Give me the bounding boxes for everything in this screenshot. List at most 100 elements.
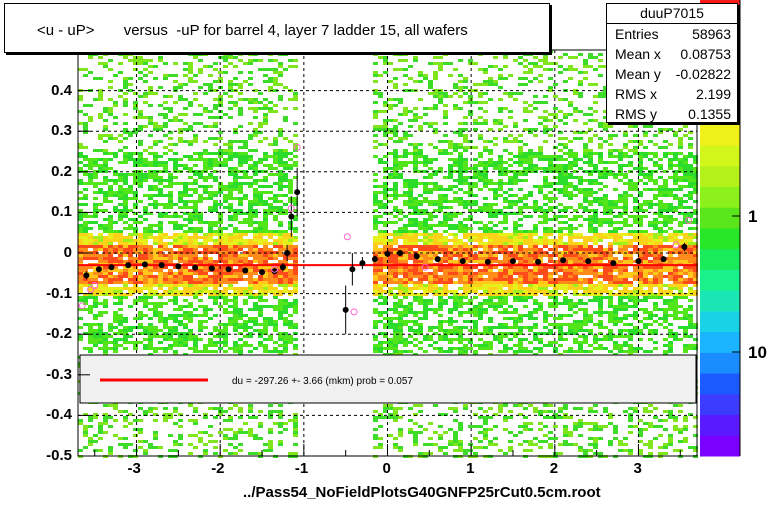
heatmap-cell (98, 191, 103, 194)
heatmap-cell (278, 194, 283, 197)
heatmap-cell (128, 224, 133, 227)
heatmap-cell (278, 233, 283, 236)
heatmap-cell (88, 275, 93, 278)
heatmap-cell (178, 257, 183, 260)
heatmap-cell (193, 179, 198, 182)
heatmap-cell (153, 176, 158, 179)
heatmap-cell (133, 107, 138, 110)
heatmap-cell (198, 299, 203, 302)
heatmap-cell (473, 176, 478, 179)
heatmap-cell (103, 149, 108, 152)
heatmap-cell (158, 239, 163, 242)
heatmap-cell (458, 182, 463, 185)
heatmap-cell (523, 428, 528, 431)
heatmap-cell (423, 239, 428, 242)
heatmap-cell (408, 221, 413, 224)
heatmap-cell (88, 443, 93, 446)
heatmap-cell (488, 326, 493, 329)
heatmap-cell (198, 290, 203, 293)
heatmap-cell (373, 344, 378, 347)
heatmap-cell (78, 284, 83, 287)
heatmap-cell (273, 194, 278, 197)
heatmap-cell (383, 242, 388, 245)
heatmap-cell (83, 299, 88, 302)
heatmap-cell (133, 128, 138, 131)
heatmap-cell (483, 422, 488, 425)
heatmap-cell (383, 206, 388, 209)
heatmap-cell (408, 245, 413, 248)
heatmap-cell (378, 242, 383, 245)
heatmap-cell (108, 68, 113, 71)
heatmap-cell (403, 275, 408, 278)
heatmap-cell (78, 257, 83, 260)
heatmap-cell (463, 230, 468, 233)
heatmap-cell (123, 80, 128, 83)
heatmap-cell (448, 257, 453, 260)
heatmap-cell (403, 257, 408, 260)
heatmap-cell (163, 350, 168, 353)
heatmap-cell (398, 233, 403, 236)
heatmap-cell (518, 92, 523, 95)
heatmap-cell (93, 242, 98, 245)
heatmap-cell (143, 302, 148, 305)
heatmap-cell (138, 77, 143, 80)
heatmap-cell (78, 230, 83, 233)
heatmap-cell (388, 278, 393, 281)
heatmap-cell (458, 269, 463, 272)
heatmap-cell (533, 185, 538, 188)
heatmap-cell (188, 68, 193, 71)
heatmap-cell (438, 242, 443, 245)
heatmap-cell (533, 203, 538, 206)
heatmap-cell (533, 239, 538, 242)
heatmap-cell (108, 257, 113, 260)
heatmap-cell (193, 422, 198, 425)
heatmap-cell (148, 248, 153, 251)
heatmap-cell (423, 338, 428, 341)
heatmap-cell (218, 251, 223, 254)
heatmap-cell (388, 131, 393, 134)
heatmap-cell (258, 287, 263, 290)
heatmap-cell (108, 404, 113, 407)
heatmap-cell (223, 296, 228, 299)
heatmap-cell (443, 431, 448, 434)
heatmap-cell (453, 281, 458, 284)
heatmap-cell (228, 257, 233, 260)
heatmap-cell (163, 317, 168, 320)
heatmap-cell (173, 167, 178, 170)
heatmap-cell (258, 332, 263, 335)
heatmap-cell (138, 182, 143, 185)
heatmap-cell (403, 293, 408, 296)
heatmap-cell (288, 164, 293, 167)
heatmap-cell (218, 305, 223, 308)
heatmap-cell (78, 179, 83, 182)
heatmap-cell (118, 308, 123, 311)
heatmap-cell (428, 260, 433, 263)
heatmap-cell (178, 308, 183, 311)
heatmap-cell (233, 320, 238, 323)
heatmap-cell (378, 278, 383, 281)
heatmap-cell (263, 212, 268, 215)
heatmap-cell (478, 92, 483, 95)
heatmap-cell (293, 176, 298, 179)
heatmap-cell (388, 434, 393, 437)
heatmap-cell (503, 296, 508, 299)
heatmap-cell (203, 239, 208, 242)
heatmap-cell (218, 341, 223, 344)
heatmap-cell (393, 125, 398, 128)
heatmap-cell (488, 293, 493, 296)
heatmap-cell (453, 236, 458, 239)
heatmap-cell (158, 260, 163, 263)
heatmap-cell (493, 194, 498, 197)
heatmap-cell (523, 416, 528, 419)
heatmap-cell (473, 320, 478, 323)
heatmap-cell (533, 206, 538, 209)
heatmap-cell (493, 212, 498, 215)
heatmap-cell (148, 290, 153, 293)
heatmap-cell (78, 203, 83, 206)
heatmap-cell (268, 59, 273, 62)
heatmap-cell (193, 434, 198, 437)
heatmap-cell (438, 149, 443, 152)
heatmap-cell (163, 212, 168, 215)
heatmap-cell (78, 326, 83, 329)
heatmap-cell (268, 257, 273, 260)
